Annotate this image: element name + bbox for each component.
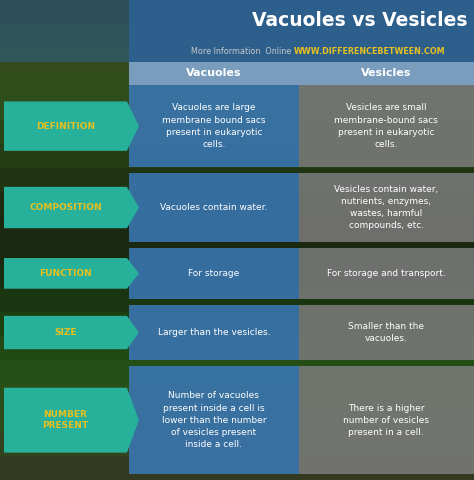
Bar xyxy=(299,85,474,168)
Bar xyxy=(129,62,299,85)
Bar xyxy=(0,360,474,366)
Text: Smaller than the
vacuoles.: Smaller than the vacuoles. xyxy=(348,322,424,343)
Bar xyxy=(0,384,474,408)
Text: SIZE: SIZE xyxy=(54,328,77,337)
Bar xyxy=(0,168,474,192)
Text: For storage: For storage xyxy=(188,269,239,278)
Bar xyxy=(0,299,474,305)
Text: For storage and transport.: For storage and transport. xyxy=(327,269,446,278)
Bar xyxy=(0,72,474,96)
Polygon shape xyxy=(4,316,139,349)
Bar xyxy=(129,248,299,299)
Text: COMPOSITION: COMPOSITION xyxy=(29,203,102,212)
Text: Vacuoles vs Vesicles: Vacuoles vs Vesicles xyxy=(253,12,468,30)
Bar xyxy=(129,173,299,242)
Bar xyxy=(299,248,474,299)
Text: Number of vacuoles
present inside a cell is
lower than the number
of vesicles pr: Number of vacuoles present inside a cell… xyxy=(162,391,266,449)
Bar xyxy=(0,144,474,168)
Text: Vacuoles contain water.: Vacuoles contain water. xyxy=(160,203,267,212)
Text: DEFINITION: DEFINITION xyxy=(36,121,95,131)
Bar xyxy=(0,216,474,240)
Bar xyxy=(0,42,129,62)
Text: WWW.DIFFERENCEBETWEEN.COM: WWW.DIFFERENCEBETWEEN.COM xyxy=(293,48,445,56)
Bar xyxy=(0,456,474,480)
Text: More Information  Online: More Information Online xyxy=(191,48,292,56)
Text: There is a higher
number of vesicles
present in a cell.: There is a higher number of vesicles pre… xyxy=(343,404,429,437)
Bar xyxy=(0,288,474,312)
Bar xyxy=(0,120,474,144)
Bar xyxy=(0,0,129,42)
Bar xyxy=(299,62,474,85)
Text: Vesicles contain water,
nutrients, enzymes,
wastes, harmful
compounds, etc.: Vesicles contain water, nutrients, enzym… xyxy=(334,185,438,230)
Bar xyxy=(0,96,474,120)
Bar xyxy=(0,336,474,360)
Bar xyxy=(299,305,474,360)
Text: Larger than the vesicles.: Larger than the vesicles. xyxy=(157,328,270,337)
Bar xyxy=(0,432,474,456)
Bar xyxy=(0,360,474,384)
Text: NUMBER
PRESENT: NUMBER PRESENT xyxy=(42,410,89,430)
Polygon shape xyxy=(4,388,139,453)
Bar xyxy=(0,0,474,24)
Bar xyxy=(129,0,474,42)
Polygon shape xyxy=(4,101,139,151)
Bar xyxy=(129,85,299,168)
Bar xyxy=(0,240,474,264)
Bar xyxy=(129,366,299,474)
Bar xyxy=(129,42,474,62)
Bar xyxy=(129,305,299,360)
Text: Vesicles: Vesicles xyxy=(361,69,411,78)
Bar xyxy=(0,264,474,288)
Bar xyxy=(0,242,474,248)
Polygon shape xyxy=(4,258,139,289)
Bar xyxy=(0,48,474,72)
Bar xyxy=(0,192,474,216)
Bar xyxy=(0,408,474,432)
Text: Vacuoles are large
membrane bound sacs
present in eukaryotic
cells.: Vacuoles are large membrane bound sacs p… xyxy=(162,103,265,149)
Bar xyxy=(0,312,474,336)
Text: Vacuoles: Vacuoles xyxy=(186,69,242,78)
Polygon shape xyxy=(4,187,139,228)
Bar xyxy=(0,24,474,48)
Bar xyxy=(0,168,474,173)
Text: Vesicles are small
membrane-bound sacs
present in eukaryotic
cells.: Vesicles are small membrane-bound sacs p… xyxy=(334,103,438,149)
Text: FUNCTION: FUNCTION xyxy=(39,269,92,278)
Bar xyxy=(299,173,474,242)
Bar xyxy=(299,366,474,474)
